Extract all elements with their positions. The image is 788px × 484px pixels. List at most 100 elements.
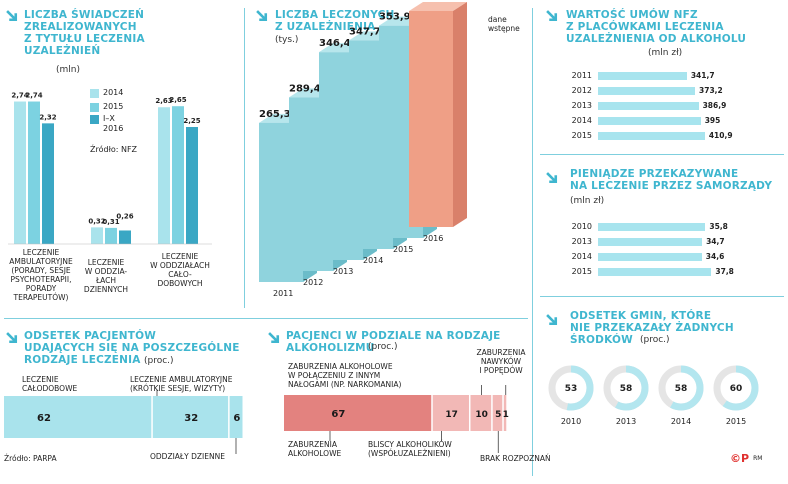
bar-value-label: 0,31: [102, 218, 119, 226]
arrow-icon: [268, 332, 280, 344]
arrow-icon: [6, 10, 18, 22]
hbar-2010: [598, 223, 706, 231]
arrow-icon: [546, 172, 558, 184]
panel2-title: LICZBA LECZONYCH Z UZALEŻNIENIA: [275, 9, 395, 33]
hbar-value-2015: 410,9: [708, 131, 733, 140]
hbar-year-label: 2012: [571, 86, 592, 95]
hbar-2015: [598, 132, 705, 140]
hbar-year-label: 2013: [571, 101, 592, 110]
seg-label-full: LECZENIE CAŁODOBOWE: [22, 375, 78, 393]
panel1-source: Źródło: NFZ: [90, 145, 138, 154]
divider-right-1: [540, 154, 784, 155]
publisher-logo: ©P: [730, 452, 750, 465]
bar-value-label: 2,74: [25, 92, 42, 100]
seg-label-relatives: BLISCY ALKOHOLIKÓW (WSPÓŁUZALEŻNIENI): [368, 440, 452, 458]
block-value-2013: 346,4: [319, 38, 351, 49]
bar-I–X-2016-group-0: [42, 123, 54, 244]
segment-1: [152, 396, 229, 438]
seg-label-ambulatory: LECZENIE AMBULATORYJNE (KRÓTKIE SESJE, W…: [130, 375, 233, 393]
ring-value-2010: 53: [565, 384, 578, 394]
panel6-title: ODSETEK PACJENTÓW UDAJĄCYCH SIĘ NA POSZC…: [24, 330, 240, 366]
block-value-2014: 347,7: [349, 26, 381, 37]
segment-value-0: 67: [331, 409, 345, 420]
panel1-chart: 2,74 0,32 2,63 2,74 0,31 2,65 2,32 0,26 2,25: [8, 92, 212, 245]
seg-label-none: BRAK ROZPOZNAŃ: [480, 454, 551, 463]
block-value-2016: 360: [421, 0, 467, 1]
hbar-year-label: 2010: [571, 222, 592, 231]
panel1-legend: 2014 2015 I–X 2016: [90, 86, 123, 133]
legend-label-2014: 2014: [103, 88, 124, 98]
hbar-year-label: 2015: [571, 267, 592, 276]
hbar-2014: [598, 253, 702, 261]
ring-2015: [713, 365, 759, 411]
segment-value-4: 1: [503, 410, 509, 420]
arrow-icon: [546, 314, 558, 326]
panel4-unit: (mln zł): [570, 196, 605, 206]
block-year-2013: 2013: [333, 267, 353, 276]
hbar-value-2014: 395: [704, 116, 721, 125]
hbar-value-2011: 341,7: [690, 71, 715, 80]
segment-3: [492, 395, 503, 431]
panel6-unit: (proc.): [144, 356, 174, 366]
panel2-chart: 265,3 2011 289,4 2012 346,4 2013 347,7 2014 353,…: [259, 0, 467, 298]
group-label-day: LECZENIE W ODDZIA- ŁACH DZIENNYCH: [83, 258, 129, 294]
panel4-title: PIENIĄDZE PRZEKAZYWANE NA LECZENIE PRZEZ…: [570, 168, 773, 192]
panel7-unit: (proc.): [368, 342, 398, 352]
hbar-2012: [598, 87, 696, 95]
panel3-title: WARTOŚĆ UMÓW NFZ Z PLACÓWKAMI LECZENIA U…: [566, 9, 747, 45]
bar-value-label: 2,25: [183, 117, 200, 125]
bar-value-label: 2,74: [11, 92, 28, 100]
hbar-value-2013: 34,7: [706, 237, 725, 246]
legend-swatch-2016: [90, 115, 99, 124]
hbar-value-2010: 35,8: [709, 222, 728, 231]
legend-label-2016: I–X 2016: [103, 114, 124, 133]
bar-2014-group-0: [14, 101, 26, 245]
panel1-title: LICZBA ŚWIADCZEŃ ZREALIZOWANYCH Z TYTUŁU…: [24, 9, 145, 57]
panel1-unit: (mln): [56, 65, 80, 75]
segment-value-2: 6: [233, 413, 240, 424]
hbar-value-2014: 34,6: [705, 252, 725, 261]
arrow-icon: [546, 10, 558, 22]
segment-0: [4, 396, 152, 438]
block-year-2014: 2014: [363, 256, 383, 265]
legend-label-2015: 2015: [103, 102, 124, 112]
hbar-2014: [598, 117, 701, 125]
segment-2: [229, 396, 243, 438]
ring-value-2014: 58: [675, 384, 688, 394]
segment-4: [503, 395, 507, 431]
bar-I–X-2016-group-1: [119, 230, 131, 244]
panel6-source: Źródło: PARPA: [4, 454, 57, 463]
bar-value-label: 0,26: [116, 212, 133, 220]
hbar-year-label: 2013: [571, 237, 592, 246]
bar-2014-group-2: [158, 107, 170, 245]
panel2-preliminary-label: dane wstępne: [488, 15, 520, 33]
arrow-icon: [256, 10, 268, 22]
ring-year-2013: 2013: [616, 417, 636, 426]
ring-year-2015: 2015: [726, 417, 746, 426]
block-year-2016: 2016: [423, 234, 443, 243]
block-year-2011: 2011: [273, 289, 293, 298]
segment-value-1: 32: [184, 413, 198, 424]
ring-year-2010: 2010: [561, 417, 581, 426]
panel5-title: ODSETEK GMIN, KTÓRE NIE PRZEKAZAŁY ŻADNY…: [570, 310, 734, 346]
panel7-chart: 67 17 10 5 1: [284, 385, 509, 453]
ring-2010: [548, 365, 594, 411]
hbar-2011: [598, 72, 687, 80]
panel7-title: PACJENCI W PODZIALE NA RODZAJE ALKOHOLIZ…: [286, 330, 501, 354]
group-label-ambulatory: LECZENIE AMBULATORYJNE (PORADY, SESJE PS…: [9, 248, 73, 302]
ring-year-2014: 2014: [671, 417, 691, 426]
footer: ©P RM: [730, 452, 762, 465]
block-year-2015: 2015: [393, 245, 413, 254]
seg-label-day: ODDZIAŁY DZIENNE: [150, 452, 225, 461]
hbar-year-label: 2014: [571, 252, 592, 261]
ring-2013: [603, 365, 649, 411]
divider-vertical-right: [532, 8, 533, 476]
legend-swatch-2014: [90, 88, 99, 98]
block-value-2015: 353,9: [379, 12, 411, 23]
legend-swatch-2015: [90, 102, 99, 112]
hbar-value-2015: 37,8: [715, 267, 734, 276]
divider-right-2: [540, 296, 784, 297]
bar-I–X-2016-group-2: [186, 127, 198, 244]
divider-vertical-left: [244, 8, 245, 308]
ring-2014: [658, 365, 704, 411]
